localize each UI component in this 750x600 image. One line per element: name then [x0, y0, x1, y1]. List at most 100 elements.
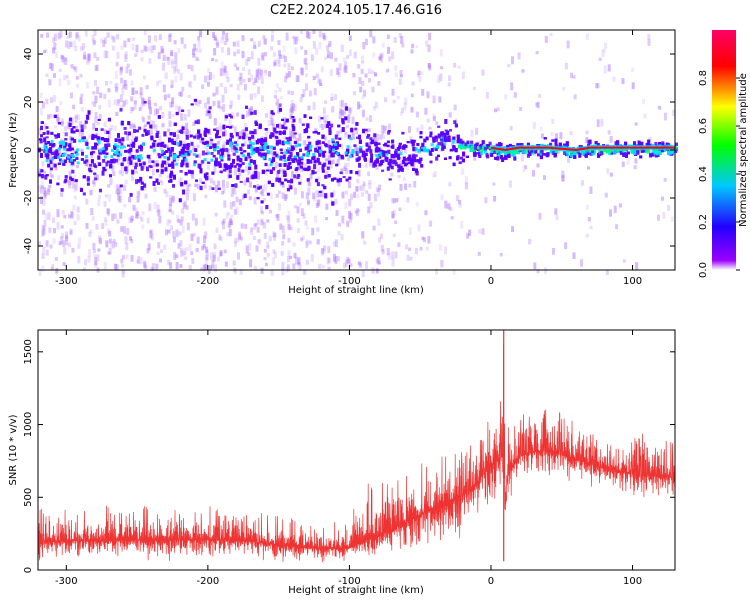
spectrogram-cell	[180, 251, 184, 257]
spectrogram-cell	[476, 147, 480, 150]
spectrogram-cell	[206, 129, 210, 134]
spectrogram-cell	[360, 55, 364, 64]
spectrogram-cell	[176, 69, 180, 74]
spectrogram-cell	[647, 33, 651, 40]
spectrogram-cell	[263, 147, 267, 151]
spectrogram-cell	[346, 257, 350, 264]
spectrogram-cell	[302, 153, 306, 157]
spectrogram-cell	[302, 89, 306, 97]
spectrogram-cell	[203, 235, 206, 244]
spectrogram-cell	[217, 256, 221, 262]
spectrogram-cell	[424, 107, 428, 115]
spectrogram-cell	[43, 146, 47, 150]
spectrogram-cell	[103, 217, 107, 223]
spectrogram-cell	[584, 148, 588, 154]
spectrogram-cell	[205, 255, 209, 261]
spectrogram-cell	[663, 178, 667, 182]
spectrogram-cell	[65, 132, 68, 137]
spectrogram-cell	[567, 156, 570, 163]
spectrogram-cell	[156, 130, 160, 135]
spectrogram-cell	[393, 37, 397, 43]
spectrogram-cell	[475, 127, 479, 135]
spectrogram-cell	[154, 35, 158, 42]
spectrogram-cell	[227, 47, 231, 56]
spectrogram-cell	[239, 159, 243, 167]
spectrogram-cell	[98, 113, 102, 119]
spectrogram-cell	[161, 111, 165, 119]
spectrogram-cell	[259, 185, 262, 189]
spectrogram-cell	[73, 40, 76, 47]
spectrogram-cell	[369, 149, 373, 154]
spectrogram-cell	[278, 130, 282, 136]
spectrogram-cell	[139, 92, 143, 99]
spectrogram-cell	[174, 76, 178, 83]
spectrogram-cell	[554, 208, 558, 215]
spectrogram-cell	[426, 118, 430, 123]
spectrogram-cell	[337, 181, 341, 186]
spectrogram-cell	[384, 142, 388, 147]
spectrogram-cell	[93, 52, 97, 59]
spectrogram-cell	[97, 136, 101, 142]
spectrogram-cell	[319, 79, 323, 86]
spectrogram-cell	[94, 134, 98, 139]
spectrogram-cell	[266, 192, 270, 196]
spectrogram-cell	[493, 196, 497, 202]
spectrogram-cell	[205, 246, 209, 253]
spectrogram-cell	[90, 159, 94, 164]
spectrogram-cell	[137, 157, 141, 162]
spectrogram-cell	[328, 160, 332, 165]
spectrogram-cell	[236, 175, 240, 180]
spectrogram-cell	[72, 130, 76, 134]
spectrogram-cell	[288, 155, 292, 159]
spectrogram-cell	[237, 94, 241, 100]
spectrogram-cell	[444, 137, 448, 143]
spectrogram-cell	[114, 159, 118, 163]
spectrogram-cell	[45, 249, 49, 256]
spectrogram-cell	[169, 102, 172, 109]
spectrogram-cell	[207, 151, 211, 155]
spectrogram-cell	[194, 183, 198, 188]
spectrogram-cell	[605, 269, 609, 275]
spectrogram-cell	[44, 49, 48, 53]
spectrogram-cell	[622, 259, 626, 263]
spectrogram-cell	[564, 242, 568, 250]
spectrogram-cell	[391, 139, 395, 144]
spectrogram-cell	[56, 209, 60, 218]
spectrogram-cell	[225, 33, 229, 41]
spectrogram-cell	[394, 251, 398, 259]
spectrogram-cell	[426, 91, 430, 99]
spectrogram-cell	[300, 67, 304, 75]
spectrogram-cell	[231, 187, 235, 194]
spectrogram-cell	[280, 251, 284, 256]
spectrogram-cell	[232, 159, 235, 164]
spectrogram-cell	[160, 181, 164, 186]
spectrogram-cell	[233, 51, 237, 57]
spectrogram-cell	[263, 197, 267, 202]
spectrogram-cell	[251, 131, 255, 135]
spectrogram-cell	[453, 104, 457, 111]
spectrogram-cell	[296, 176, 300, 179]
spectrogram-cell	[464, 182, 468, 190]
spectrogram-cell	[295, 159, 299, 163]
spectrogram-cell	[281, 131, 285, 135]
spectrogram-cell	[334, 57, 338, 62]
spectrogram-cell	[549, 150, 553, 154]
spectrogram-cell	[79, 121, 82, 128]
spectrogram-cell	[150, 137, 154, 141]
spectrogram-cell	[321, 123, 325, 130]
spectrogram-cell	[374, 73, 378, 77]
spectrogram-cell	[141, 97, 145, 105]
spectrogram-cell	[343, 61, 347, 70]
spectrogram-cell	[136, 196, 140, 203]
spectrogram-cell	[596, 143, 600, 147]
spectrogram-cell	[229, 144, 233, 148]
spectrogram-cell	[397, 175, 401, 178]
spectrogram-cell	[68, 146, 72, 152]
spectrogram-cell	[193, 74, 197, 81]
spectrogram-cell	[464, 142, 468, 147]
spectrogram-cell	[60, 54, 64, 60]
spectrogram-cell	[143, 128, 147, 133]
spectrogram-cell	[126, 133, 130, 141]
spectrogram-cell	[136, 191, 140, 198]
spectrogram-cell	[204, 134, 207, 137]
